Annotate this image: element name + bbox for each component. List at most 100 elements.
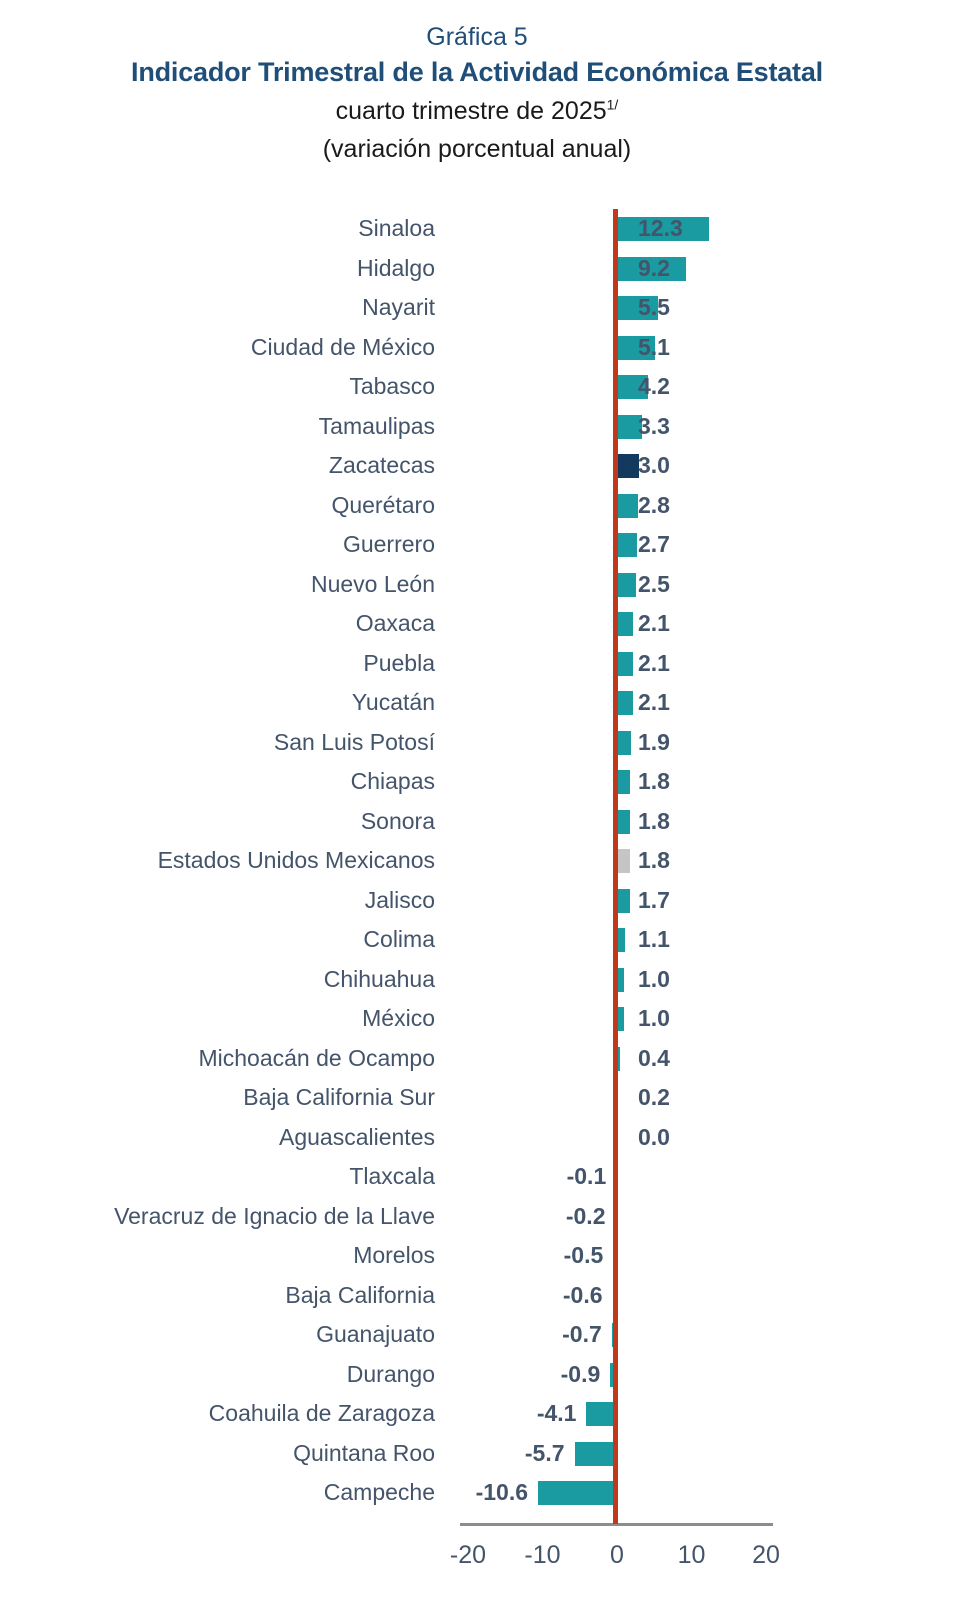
chart-row: Puebla 2.1	[0, 644, 954, 684]
chart-bar	[617, 256, 686, 281]
category-label: Tabasco	[349, 373, 435, 399]
value-label: 1.8	[638, 768, 670, 794]
value-label: 0.0	[638, 1123, 670, 1150]
chart-bar	[617, 888, 630, 913]
category-label: Jalisco	[364, 886, 435, 913]
chart-bar	[617, 1007, 625, 1031]
value-label: 1.0	[638, 1005, 670, 1031]
chart-bar	[617, 217, 709, 241]
chart-row: Nuevo León 2.5	[0, 565, 954, 605]
chart-units-label: (variación porcentual anual)	[322, 135, 632, 163]
x-tick-label: -10	[524, 1541, 561, 1569]
category-label: Sonora	[360, 807, 435, 834]
chart-bar	[617, 454, 640, 478]
value-label: -0.1	[566, 1163, 607, 1189]
value-label: 2.1	[638, 689, 670, 715]
chart-row: Nayarit 5.5	[0, 288, 954, 328]
value-label: 1.8	[638, 847, 670, 873]
value-label: -0.7	[562, 1321, 602, 1347]
chart-row: Baja California -0.6	[0, 1276, 954, 1316]
chart-row: Campeche -10.6	[0, 1473, 954, 1513]
value-label: 5.1	[638, 333, 670, 360]
value-label: 1.7	[638, 886, 670, 913]
chart-row: Oaxaca 2.1	[0, 604, 954, 644]
chart-header: Gráfica 5 Indicador Trimestral de la Act…	[0, 0, 954, 166]
value-label: 3.3	[638, 412, 670, 439]
chart-bar	[617, 651, 633, 676]
value-label: 12.3	[638, 215, 683, 241]
chart-row: Tamaulipas 3.3	[0, 407, 954, 447]
chart-bar	[617, 809, 631, 834]
chart-plot-area: Sinaloa 12.3 Hidalgo 9.2 Nayarit 5.5 Ciudad de…	[0, 205, 954, 1600]
category-label: Baja California	[285, 1281, 435, 1308]
chart-row: Durango -0.9	[0, 1355, 954, 1395]
chart-row: Quintana Roo -5.7	[0, 1434, 954, 1474]
chart-bar	[617, 928, 626, 952]
value-label: 3.0	[638, 452, 670, 478]
chart-bar	[617, 572, 636, 597]
chart-bar	[574, 1441, 617, 1466]
category-label: Quintana Roo	[293, 1439, 435, 1466]
chart-row: Querétaro 2.8	[0, 486, 954, 526]
value-label: -10.6	[475, 1479, 529, 1505]
value-label: 5.5	[638, 294, 670, 320]
category-label: Campeche	[323, 1479, 435, 1505]
value-label: 0.4	[638, 1044, 670, 1071]
chart-row: Coahuila de Zaragoza -4.1	[0, 1394, 954, 1434]
x-tick-label: 0	[610, 1541, 624, 1569]
chart-bar	[617, 1046, 620, 1071]
chart-bar	[617, 414, 642, 439]
chart-row: Veracruz de Ignacio de la Llave -0.2	[0, 1197, 954, 1237]
value-label: -5.7	[524, 1439, 565, 1466]
chart-bar	[617, 533, 638, 557]
category-label: Yucatán	[351, 689, 435, 715]
value-label: 2.1	[638, 610, 670, 636]
value-label: -0.6	[562, 1281, 603, 1308]
category-label: Sinaloa	[358, 215, 435, 241]
chart-row: Tlaxcala -0.1	[0, 1157, 954, 1197]
category-label: Baja California Sur	[243, 1084, 435, 1110]
chart-row: Zacatecas 3.0	[0, 446, 954, 486]
category-label: Michoacán de Ocampo	[198, 1044, 435, 1071]
category-label: México	[362, 1005, 435, 1031]
value-label: 2.1	[638, 649, 670, 676]
chart-row: Guerrero 2.7	[0, 525, 954, 565]
chart-row: Guanajuato -0.7	[0, 1315, 954, 1355]
value-label: -0.9	[560, 1360, 601, 1387]
value-label: 4.2	[638, 373, 670, 399]
value-label: 1.1	[638, 926, 670, 952]
chart-bar	[538, 1481, 617, 1505]
value-label: 9.2	[638, 254, 670, 281]
x-tick-label: 20	[752, 1541, 780, 1569]
category-label: Hidalgo	[357, 254, 435, 281]
value-label: 1.0	[638, 965, 670, 992]
page-title: Indicador Trimestral de la Actividad Eco…	[131, 57, 823, 87]
chart-row: Hidalgo 9.2	[0, 249, 954, 289]
value-label: -4.1	[536, 1400, 577, 1426]
chart-row: Morelos -0.5	[0, 1236, 954, 1276]
chart-row: Tabasco 4.2	[0, 367, 954, 407]
subtitle-text: cuarto trimestre de 2025	[335, 97, 607, 125]
chart-bar	[617, 375, 649, 399]
chart-row: Yucatán 2.1	[0, 683, 954, 723]
chart-row: Aguascalientes 0.0	[0, 1118, 954, 1158]
category-label: Querétaro	[331, 491, 435, 518]
value-label: 2.5	[638, 570, 670, 597]
footnote-marker: 1/	[606, 96, 619, 113]
category-label: Aguascalientes	[279, 1123, 435, 1150]
chart-bar	[617, 849, 631, 873]
category-label: Morelos	[353, 1242, 435, 1268]
category-label: Tamaulipas	[318, 412, 435, 439]
chart-row: Estados Unidos Mexicanos 1.8	[0, 841, 954, 881]
chart-row: México 1.0	[0, 999, 954, 1039]
chart-row: Sonora 1.8	[0, 802, 954, 842]
category-label: Durango	[346, 1360, 435, 1387]
value-label: -0.2	[565, 1202, 606, 1229]
x-tick-label: 10	[677, 1541, 706, 1569]
value-label: 2.8	[638, 491, 670, 518]
value-label: 1.9	[638, 728, 670, 755]
chart-row: Chiapas 1.8	[0, 762, 954, 802]
chart-bar	[617, 730, 632, 755]
category-label: Veracruz de Ignacio de la Llave	[114, 1202, 435, 1229]
chart-bar	[617, 612, 633, 636]
